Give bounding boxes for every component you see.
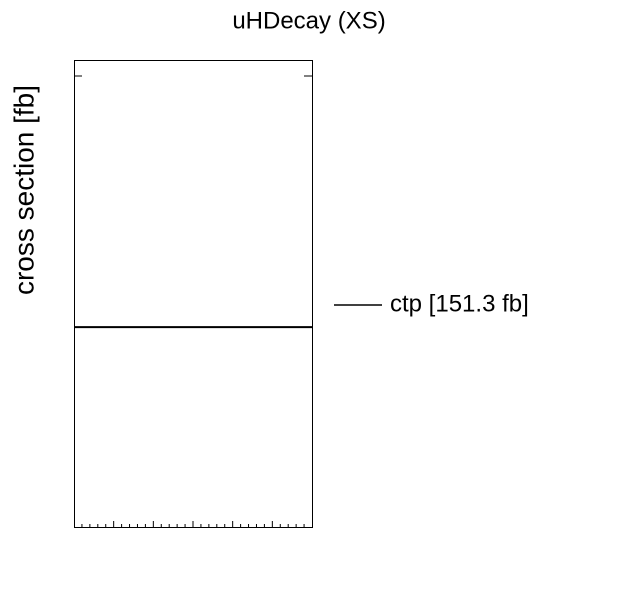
plot-frame <box>74 60 313 528</box>
chart-title: uHDecay (XS) <box>232 7 385 34</box>
legend-label: ctp [151.3 fb] <box>390 290 529 317</box>
x-minor-ticks <box>81 521 305 527</box>
y-axis-label: cross section [fb] <box>8 85 39 295</box>
